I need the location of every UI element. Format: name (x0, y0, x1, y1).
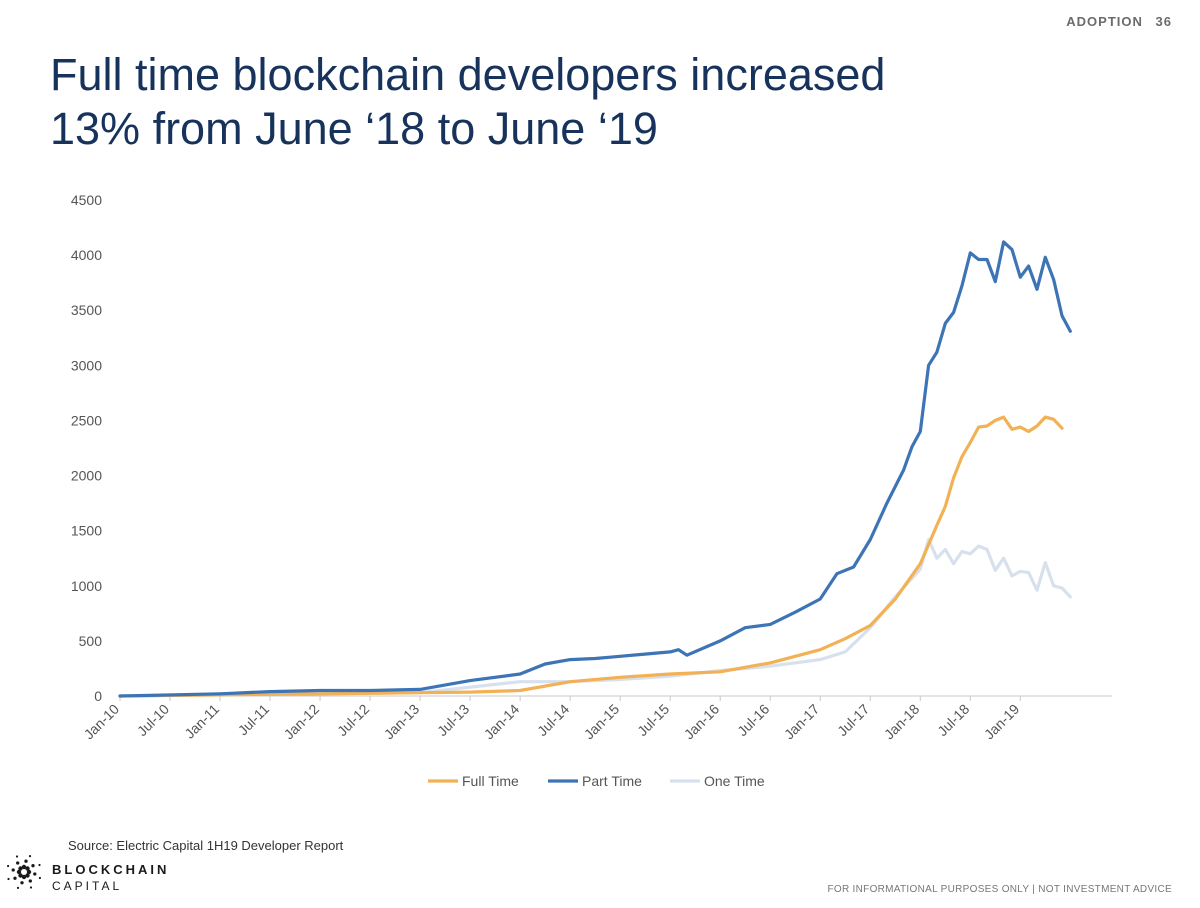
series-line-one-time (118, 537, 1072, 698)
x-tick-label: Jan-18 (881, 701, 923, 743)
y-tick-label: 4500 (71, 192, 102, 208)
starburst-logo-icon (7, 855, 42, 889)
x-tick-label: Jul-11 (235, 701, 273, 739)
x-tick-label: Jul-17 (834, 701, 872, 739)
y-tick-label: 3500 (71, 302, 102, 318)
x-tick-label: Jan-12 (281, 701, 323, 743)
y-tick-label: 500 (79, 633, 103, 649)
page-number: 36 (1155, 14, 1172, 29)
x-tick-label: Jul-16 (734, 701, 772, 739)
y-tick-label: 1000 (71, 578, 102, 594)
brand-name-line-1: BLOCKCHAIN (52, 862, 170, 877)
brand-name-line-2: CAPITAL (52, 879, 123, 893)
y-tick-label: 3000 (71, 357, 102, 373)
y-tick-label: 2500 (71, 412, 102, 428)
x-tick-label: Jan-13 (381, 701, 423, 743)
x-tick-label: Jan-15 (581, 701, 623, 743)
section-tag: ADOPTION 36 (1066, 14, 1172, 29)
source-note: Source: Electric Capital 1H19 Developer … (68, 838, 344, 853)
series-line-part-time (118, 240, 1072, 698)
x-tick-label: Jan-10 (81, 701, 123, 743)
x-tick-label: Jul-13 (434, 701, 472, 739)
y-tick-label: 1500 (71, 523, 102, 539)
x-tick-label: Jan-19 (981, 701, 1023, 743)
section-name: ADOPTION (1066, 14, 1143, 29)
disclaimer: FOR INFORMATIONAL PURPOSES ONLY | NOT IN… (827, 884, 1172, 895)
x-tick-label: Jan-11 (181, 701, 222, 742)
x-tick-label: Jul-15 (634, 701, 672, 739)
y-tick-label: 2000 (71, 468, 102, 484)
x-tick-label: Jul-18 (934, 701, 972, 739)
legend-label: Full Time (462, 773, 519, 789)
x-tick-label: Jan-17 (781, 701, 823, 743)
x-tick-label: Jan-16 (681, 701, 723, 743)
y-tick-label: 4000 (71, 247, 102, 263)
series-line-full-time (118, 415, 1064, 698)
page-title: Full time blockchain developers increase… (50, 48, 1150, 156)
y-tick-label: 0 (94, 688, 102, 704)
x-tick-label: Jan-14 (481, 701, 523, 743)
legend-label: Part Time (582, 773, 642, 789)
x-tick-label: Jul-14 (534, 701, 572, 739)
x-tick-label: Jul-12 (334, 701, 372, 739)
legend-label: One Time (704, 773, 765, 789)
page-title-line-2: 13% from June ‘18 to June ‘19 (50, 103, 658, 154)
x-tick-label: Jul-10 (134, 701, 172, 739)
brand-logo: BLOCKCHAIN CAPITAL (2, 846, 202, 896)
page-title-line-1: Full time blockchain developers increase… (50, 49, 886, 100)
